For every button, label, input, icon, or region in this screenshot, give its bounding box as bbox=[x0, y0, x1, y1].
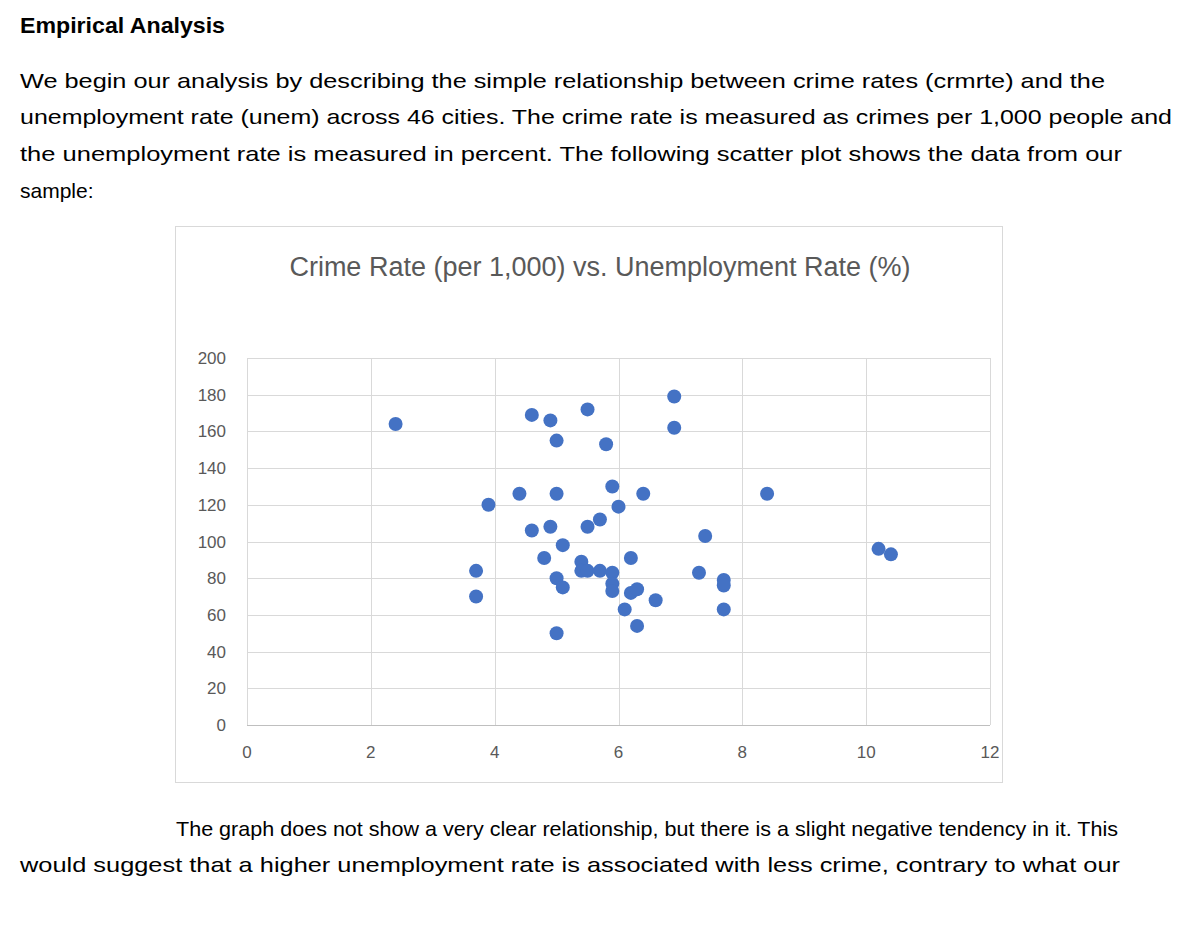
y-grid-line bbox=[247, 431, 990, 432]
x-grid-line bbox=[990, 358, 991, 725]
scatter-point bbox=[760, 487, 774, 501]
scatter-point bbox=[469, 564, 483, 578]
chart-title: Crime Rate (per 1,000) vs. Unemployment … bbox=[289, 252, 910, 282]
scatter-point bbox=[581, 520, 595, 534]
scatter-point bbox=[543, 520, 557, 534]
scatter-point bbox=[389, 417, 403, 431]
y-tick-label: 40 bbox=[207, 643, 226, 662]
scatter-point bbox=[550, 434, 564, 448]
x-tick-label: 4 bbox=[490, 743, 499, 762]
scatter-point bbox=[618, 602, 632, 616]
x-tick-label: 12 bbox=[981, 743, 1000, 762]
scatter-point bbox=[581, 564, 595, 578]
scatter-point bbox=[537, 551, 551, 565]
y-tick-label: 80 bbox=[207, 569, 226, 588]
y-grid-line bbox=[247, 725, 990, 726]
x-grid-line bbox=[742, 358, 743, 725]
x-grid-line bbox=[866, 358, 867, 725]
scatter-point bbox=[605, 584, 619, 598]
scatter-point bbox=[636, 487, 650, 501]
y-tick-label: 20 bbox=[207, 679, 226, 698]
x-grid-line bbox=[247, 358, 248, 725]
y-tick-label: 120 bbox=[198, 496, 226, 515]
x-tick-label: 6 bbox=[614, 743, 623, 762]
scatter-point bbox=[481, 498, 495, 512]
y-tick-label: 60 bbox=[207, 606, 226, 625]
scatter-point bbox=[605, 479, 619, 493]
y-grid-line bbox=[247, 468, 990, 469]
scatter-point bbox=[581, 402, 595, 416]
points bbox=[389, 390, 898, 641]
y-tick-label: 100 bbox=[198, 533, 226, 552]
scatter-point bbox=[667, 390, 681, 404]
scatter-point bbox=[630, 582, 644, 596]
scatter-point bbox=[550, 626, 564, 640]
scatter-point bbox=[717, 602, 731, 616]
paragraph-line: sample: bbox=[20, 179, 94, 202]
x-tick-label: 8 bbox=[738, 743, 747, 762]
x-grid-line bbox=[371, 358, 372, 725]
scatter-point bbox=[630, 619, 644, 633]
scatter-point bbox=[667, 421, 681, 435]
y-grid-line bbox=[247, 358, 990, 359]
scatter-point bbox=[556, 580, 570, 594]
paragraph-line: We begin our analysis by describing the … bbox=[20, 69, 1105, 92]
scatter-point bbox=[692, 566, 706, 580]
chart-title-line: Crime Rate (per 1,000) vs. Unemployment … bbox=[289, 252, 910, 282]
y-grid-line bbox=[247, 688, 990, 689]
scatter-point bbox=[872, 542, 886, 556]
scatter-point bbox=[884, 547, 898, 561]
heading: Empirical Analysis bbox=[20, 13, 225, 38]
x-tick-label: 10 bbox=[857, 743, 876, 762]
scatter-point bbox=[543, 413, 557, 427]
x-grid-line bbox=[619, 358, 620, 725]
scatter-point bbox=[556, 538, 570, 552]
y-tick-label: 200 bbox=[198, 349, 226, 368]
scatter-point bbox=[717, 579, 731, 593]
y-grid-line bbox=[247, 578, 990, 579]
y-tick-label: 0 bbox=[217, 716, 226, 735]
scatter-point bbox=[698, 529, 712, 543]
page: {"heading": "Empirical Analysis", "parag… bbox=[0, 0, 1200, 952]
scatter-point bbox=[612, 500, 626, 514]
scatter-point bbox=[525, 523, 539, 537]
scatter-point bbox=[469, 590, 483, 604]
paragraph-line: unemployment rate (unem) across 46 citie… bbox=[20, 105, 1172, 128]
scatter-point bbox=[593, 564, 607, 578]
scatter-point bbox=[624, 551, 638, 565]
paragraph-line: would suggest that a higher unemployment… bbox=[19, 853, 1120, 876]
scatter-point bbox=[649, 593, 663, 607]
y-grid-line bbox=[247, 395, 990, 396]
grid bbox=[247, 358, 991, 726]
chart-frame bbox=[176, 227, 1003, 783]
scatter-point bbox=[599, 437, 613, 451]
scatter-point bbox=[512, 487, 526, 501]
paragraph-line: The graph does not show a very clear rel… bbox=[176, 817, 1118, 840]
y-tick-label: 180 bbox=[198, 386, 226, 405]
y-grid-line bbox=[247, 652, 990, 653]
y-grid-line bbox=[247, 615, 990, 616]
y-tick-label: 140 bbox=[198, 459, 226, 478]
scatter-point bbox=[593, 512, 607, 526]
scatter-point bbox=[550, 487, 564, 501]
x-tick-label: 0 bbox=[242, 743, 251, 762]
x-tick-label: 2 bbox=[366, 743, 375, 762]
y-tick-label: 160 bbox=[198, 422, 226, 441]
page-canvas: Empirical Analysis We begin our analysis … bbox=[0, 0, 1200, 952]
scatter-point bbox=[525, 408, 539, 422]
x-grid-line bbox=[495, 358, 496, 725]
paragraph-line: the unemployment rate is measured in per… bbox=[20, 142, 1122, 165]
